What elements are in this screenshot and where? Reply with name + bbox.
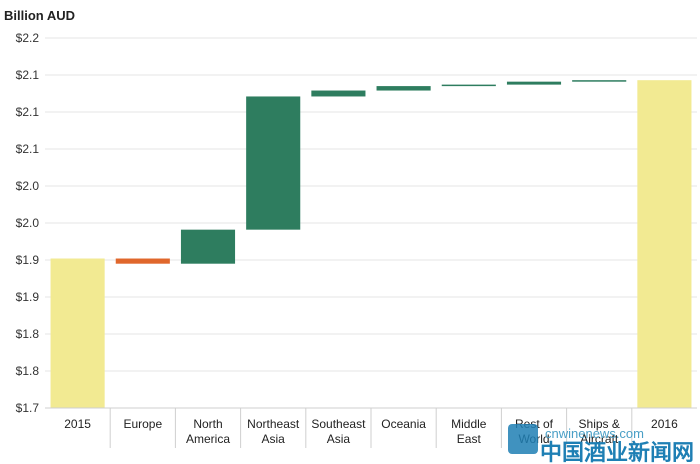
bar-7 [441,84,496,87]
bar-9 [572,80,627,82]
gridlines [45,37,697,372]
x-tick-label: Northeast Asia [247,417,300,446]
watermark-logo-icon [508,424,538,454]
y-axis-tick-labels: $1.7 $1.8 $1.8 $1.9 $1.9 $2.0 $2.0 $2.1 $2.1 $2.1… [16,31,40,415]
bars [50,80,692,409]
x-tick-label: North America [186,417,230,446]
y-tick-label: $1.9 [16,253,40,267]
y-tick-label: $2.1 [16,105,40,119]
x-tick-label: Southeast Asia [311,417,366,446]
bar-6 [376,86,431,91]
y-tick-label: $1.8 [16,364,40,378]
chart-title: Billion AUD [4,8,75,23]
x-tick-label: Europe [123,417,162,431]
bar-2 [115,258,170,264]
y-tick-label: $2.2 [16,31,40,45]
x-tick-label: 2016 [651,417,678,431]
bar-5 [311,90,366,97]
x-tick-label: Ships & Aircraft [579,417,620,446]
y-tick-label: $2.1 [16,142,40,156]
y-tick-label: $1.8 [16,327,40,341]
y-tick-label: $2.0 [16,179,40,193]
x-tick-label: Middle East [451,417,487,446]
x-tick-label: Oceania [381,417,426,431]
watermark-url: cnwinenews.com [545,426,644,441]
bar-4 [246,96,301,230]
y-tick-label: $2.1 [16,68,40,82]
bar-10 [637,80,692,409]
watermark: cnwinenews.com 中国酒业新闻网 [508,424,694,464]
y-tick-label: $1.9 [16,290,40,304]
watermark-name: 中国酒业新闻网 [540,440,694,464]
y-tick-label: $2.0 [16,216,40,230]
bar-1 [50,258,105,408]
y-tick-label: $1.7 [16,401,40,415]
x-tick-label: 2015 [64,417,91,431]
bar-3 [180,229,236,264]
bar-8 [506,81,562,85]
axes [45,407,697,448]
